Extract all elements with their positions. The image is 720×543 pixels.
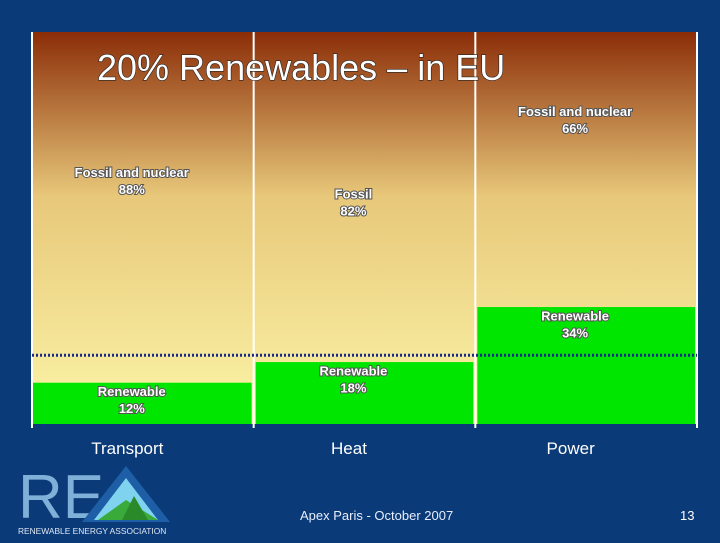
label-fossil-heat: Fossil 82%	[335, 187, 373, 219]
label-renewable-transport: Renewable 12%	[98, 384, 166, 416]
footer-text: Apex Paris - October 2007	[300, 508, 454, 523]
category-label-transport: Transport	[91, 439, 163, 458]
label-fossil-power: Fossil and nuclear 66%	[518, 104, 632, 136]
category-label-power: Power	[547, 439, 596, 458]
page-number: 13	[680, 508, 695, 523]
logo-triangle-icon	[82, 466, 170, 522]
bar-renewable-power	[477, 307, 695, 424]
rea-logo: RE RENEWABLE ENERGY ASSOCIATION	[18, 460, 178, 538]
bar-renewable-transport	[32, 382, 252, 424]
chart-title: 20% Renewables – in EU	[97, 47, 505, 88]
label-renewable-power: Renewable 34%	[541, 309, 609, 341]
bar-renewable-heat	[255, 362, 474, 424]
category-label-heat: Heat	[331, 439, 367, 458]
label-renewable-heat: Renewable 18%	[319, 364, 387, 396]
logo-tagline: RENEWABLE ENERGY ASSOCIATION	[18, 526, 166, 536]
label-fossil-transport: Fossil and nuclear 88%	[75, 165, 189, 197]
